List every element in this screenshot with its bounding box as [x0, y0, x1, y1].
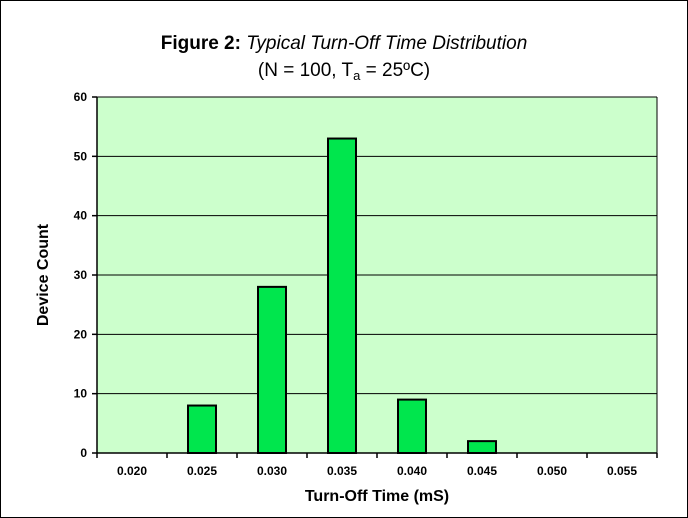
- x-tick-label: 0.020: [117, 464, 147, 478]
- x-tick-label: 0.045: [467, 464, 497, 478]
- chart-title: Figure 2: Typical Turn-Off Time Distribu…: [0, 33, 688, 55]
- x-tick-label: 0.025: [187, 464, 217, 478]
- x-tick-label: 0.055: [607, 464, 637, 478]
- axes: [92, 96, 658, 458]
- x-axis-title: Turn-Off Time (mS): [305, 488, 449, 505]
- x-tick-label: 0.050: [537, 464, 567, 478]
- chart-subtitle: (N = 100, Ta = 25ºC): [0, 60, 688, 82]
- y-tick-label: 60: [74, 90, 88, 104]
- y-tick-label: 40: [74, 209, 88, 223]
- chart-subtitle-post: = 25ºC): [360, 60, 431, 81]
- y-axis-title: Device Count: [35, 223, 52, 326]
- chart-subtitle-pre: (N = 100, T: [257, 60, 354, 81]
- y-tick-label: 20: [74, 327, 88, 341]
- chart-title-main: Typical Turn-Off Time Distribution: [246, 33, 528, 54]
- chart-title-prefix: Figure 2:: [160, 33, 241, 54]
- y-tick-label: 10: [74, 387, 88, 401]
- x-tick-label: 0.040: [397, 464, 427, 478]
- bar-0.025: [187, 404, 217, 454]
- y-tick-labels: 0 10 20 30 40 50 60: [74, 90, 88, 460]
- bar-0.035: [327, 137, 357, 455]
- y-tick-label: 30: [74, 268, 88, 282]
- bar-0.030: [257, 285, 287, 454]
- chart-subtitle-sub: a: [353, 68, 361, 83]
- x-tick-labels: 0.020 0.025 0.030 0.035 0.040 0.045 0.050 0.055: [117, 464, 637, 478]
- y-tick-label: 0: [80, 446, 87, 460]
- y-tick-label: 50: [74, 149, 88, 163]
- x-tick-label: 0.030: [257, 464, 287, 478]
- bar-0.045: [467, 440, 497, 454]
- x-tick-label: 0.035: [327, 464, 357, 478]
- bar-0.040: [397, 398, 427, 455]
